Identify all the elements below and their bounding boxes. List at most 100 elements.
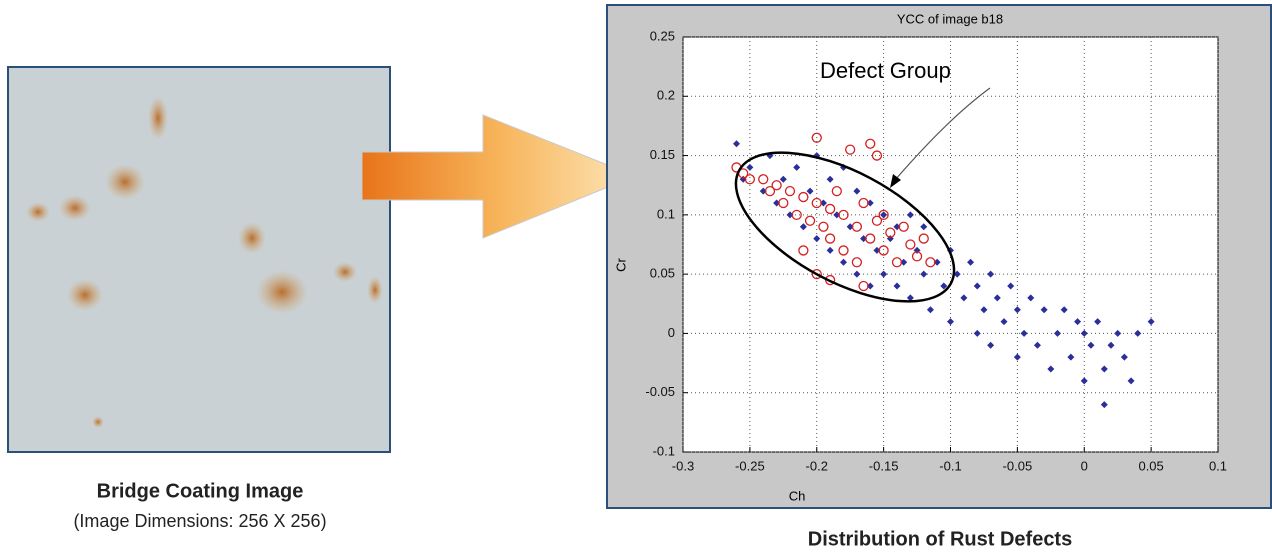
point [1033,341,1041,349]
point [791,209,802,221]
point [906,211,914,219]
x-tick-label: -0.05 [1003,458,1033,473]
point [911,251,923,262]
marks [682,36,1219,453]
point [906,294,914,302]
point [853,187,861,195]
point [811,268,822,280]
point [793,163,801,171]
point [826,175,834,183]
y-tick-label: 0 [668,325,675,340]
point [865,233,876,244]
point [838,209,849,221]
point [920,223,928,231]
point [980,306,988,314]
point [920,270,928,278]
point [1074,318,1082,326]
point [758,174,769,185]
point [987,270,995,278]
point [1100,365,1108,373]
annotation-text: Defect Group [820,58,951,83]
image-caption-subtitle: (Image Dimensions: 256 X 256) [73,511,326,531]
point [826,246,834,254]
y-tick-label: 0.25 [650,28,675,43]
point [838,245,849,256]
x-tick-label: 0.05 [1138,458,1163,473]
point [851,221,863,232]
point [811,197,822,209]
annotation: Defect Group [734,58,991,303]
point [1013,306,1021,314]
point [918,233,929,244]
point [987,341,995,349]
x-tick-label: -0.25 [735,458,765,473]
point [967,258,975,266]
point [764,185,776,197]
x-tick-label: -0.1 [939,458,961,473]
point [865,138,876,149]
point [871,150,883,161]
y-axis-label: Cr [613,257,628,271]
point [1067,353,1075,361]
point [893,223,901,231]
x-tick-label: 0.1 [1209,458,1227,473]
point [811,132,822,143]
point [1047,365,1055,373]
point [1000,318,1008,326]
point [893,282,901,290]
point [831,185,842,197]
point [858,280,869,292]
point [778,197,789,209]
point [905,239,916,250]
point [866,199,874,207]
coating-image [7,66,391,453]
point [818,221,829,232]
point [960,294,968,302]
point [1060,306,1068,314]
point [799,223,807,231]
point [773,199,781,207]
point [880,270,888,278]
y-tick-label: 0.15 [650,147,675,162]
point [845,144,856,155]
point [1054,329,1061,337]
y-tick-label: 0.1 [657,206,675,221]
point [953,270,961,278]
point [880,211,888,219]
point [900,258,908,266]
point [733,140,740,148]
point [866,282,874,290]
point [1120,353,1128,361]
point [878,209,889,221]
point [1013,353,1021,361]
point [1087,341,1095,349]
point [846,223,854,231]
point [804,215,816,226]
point [898,221,909,232]
point [1027,294,1035,302]
image-caption-title: Bridge Coating Image [97,480,304,502]
x-axis-label: Ch [789,488,806,503]
y-tick-label: 0.05 [650,266,675,281]
point [824,233,836,244]
point [1127,377,1135,385]
point [798,191,809,203]
point [1100,401,1108,409]
point [873,246,881,254]
point [973,282,981,290]
point [779,175,787,183]
point [1080,329,1088,337]
point [940,282,948,290]
point [1007,282,1015,290]
point [926,306,934,314]
point [858,197,869,209]
point [925,257,936,268]
point [1020,329,1028,337]
point [993,294,1001,302]
chart-title: YCC of image b18 [897,11,1003,26]
point [973,329,981,337]
y-tick-label: 0.2 [657,88,675,103]
point [819,199,827,207]
point [1080,377,1088,385]
